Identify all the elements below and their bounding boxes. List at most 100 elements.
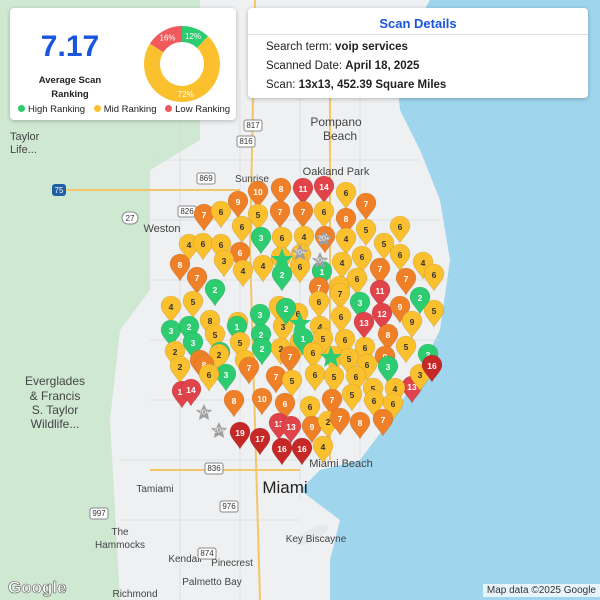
- ranking-pin[interactable]: 13: [280, 415, 302, 444]
- ranking-pin[interactable]: 4: [335, 227, 357, 256]
- ranking-pin[interactable]: 6: [271, 226, 293, 255]
- ranking-pin[interactable]: 4: [232, 259, 254, 288]
- ranking-pin[interactable]: 8: [349, 411, 371, 440]
- ranking-pin[interactable]: 6: [302, 341, 324, 370]
- ranking-pin[interactable]: 16: [271, 437, 293, 466]
- ranking-pin[interactable]: 6: [308, 290, 330, 319]
- ranking-pin[interactable]: 6: [423, 263, 445, 292]
- ranking-pin[interactable]: 7: [193, 203, 215, 232]
- ranking-pin[interactable]: 5: [341, 383, 363, 412]
- ranking-pin[interactable]: 3: [182, 331, 204, 360]
- ranking-pin[interactable]: 11: [369, 279, 391, 308]
- ranking-pin[interactable]: 6: [346, 267, 368, 296]
- ranking-pin[interactable]: 3: [160, 319, 182, 348]
- ranking-pin[interactable]: 2: [251, 337, 273, 366]
- ranking-pin[interactable]: 8: [377, 323, 399, 352]
- ranking-pin[interactable]: 2: [204, 278, 226, 307]
- pin-marker-icon: [304, 363, 326, 392]
- ranking-pin[interactable]: 5: [355, 218, 377, 247]
- ranking-pin[interactable]: 8: [169, 253, 191, 282]
- ranking-pin[interactable]: 12: [371, 302, 393, 331]
- ranking-pin[interactable]: 6: [299, 395, 321, 424]
- ranking-pin[interactable]: 6: [192, 232, 214, 261]
- ranking-pin[interactable]: 5: [323, 365, 345, 394]
- ranking-pin[interactable]: 9: [401, 310, 423, 339]
- ranking-pin[interactable]: 6: [334, 328, 356, 357]
- ranking-pin[interactable]: 3: [377, 355, 399, 384]
- ranking-pin[interactable]: 4: [252, 254, 274, 283]
- donut-slice-1: [144, 36, 220, 103]
- place-label-miami-beach: Miami Beach: [309, 458, 373, 470]
- pin-rank-label: 17: [255, 434, 265, 444]
- ranking-pin[interactable]: 16: [421, 354, 443, 383]
- ranking-pin[interactable]: 16: [291, 437, 313, 466]
- ranking-pin[interactable]: 7: [321, 388, 343, 417]
- ranking-pin[interactable]: 5: [395, 335, 417, 364]
- ranking-pin[interactable]: 5: [229, 331, 251, 360]
- ranking-pin[interactable]: 10: [247, 180, 269, 209]
- ranking-pin[interactable]: 6: [345, 365, 367, 394]
- ranking-pin[interactable]: 6: [274, 392, 296, 421]
- ranking-pin[interactable]: 8: [223, 389, 245, 418]
- ranking-pin[interactable]: 6: [363, 389, 385, 418]
- ranking-pin[interactable]: 7: [279, 345, 301, 374]
- ranking-pin[interactable]: 6: [335, 181, 357, 210]
- ranking-pin[interactable]: 4: [293, 225, 315, 254]
- ranking-pin[interactable]: 3: [215, 363, 237, 392]
- ranking-pin[interactable]: 7: [369, 257, 391, 286]
- ranking-pin[interactable]: 14: [313, 175, 335, 204]
- ranking-pin[interactable]: 6: [330, 305, 352, 334]
- ranking-pin[interactable]: 10: [251, 387, 273, 416]
- ranking-pin[interactable]: 14: [180, 378, 202, 407]
- ranking-pin[interactable]: 9: [301, 415, 323, 444]
- ranking-pin[interactable]: 6: [313, 200, 335, 229]
- ranking-pin[interactable]: 7: [238, 356, 260, 385]
- ranking-pin[interactable]: 6: [351, 245, 373, 274]
- ranking-pin[interactable]: 4: [160, 295, 182, 324]
- ranking-pin[interactable]: 2: [169, 355, 191, 384]
- ranking-pin[interactable]: 4: [312, 435, 334, 464]
- ranking-pin[interactable]: 3: [249, 303, 271, 332]
- ranking-pin[interactable]: 7: [372, 408, 394, 437]
- ranking-pin[interactable]: 6: [389, 243, 411, 272]
- ranking-pin[interactable]: 6: [198, 363, 220, 392]
- map-attribution[interactable]: Map data ©2025 Google: [482, 584, 600, 597]
- ranking-pin[interactable]: 7: [355, 192, 377, 221]
- ranking-pin[interactable]: 11: [292, 177, 314, 206]
- ranking-pin[interactable]: 6: [231, 215, 253, 244]
- ranking-pin[interactable]: 5: [338, 347, 360, 376]
- pin-rank-label: 4: [321, 442, 326, 452]
- ranking-pin[interactable]: 2: [275, 297, 297, 326]
- ranking-pin[interactable]: 4: [331, 251, 353, 280]
- ranking-pin[interactable]: 7: [186, 266, 208, 295]
- ranking-pin[interactable]: 5: [204, 323, 226, 352]
- ranking-pin[interactable]: 6: [210, 200, 232, 229]
- ranking-pin[interactable]: 7: [292, 200, 314, 229]
- ranking-pin[interactable]: 2: [409, 286, 431, 315]
- ranking-pin[interactable]: 3: [250, 226, 272, 255]
- ranking-pin[interactable]: 7: [329, 282, 351, 311]
- ranking-pin[interactable]: 7: [329, 407, 351, 436]
- ranking-pin[interactable]: 5: [281, 369, 303, 398]
- ranking-pin[interactable]: 3: [213, 249, 235, 278]
- donut-label-1: 72%: [178, 90, 194, 99]
- pin-marker-icon: [321, 388, 343, 417]
- ranking-pin[interactable]: 6: [389, 215, 411, 244]
- pin-rank-label: 7: [202, 210, 207, 220]
- ranking-pin[interactable]: 8: [335, 207, 357, 236]
- ranking-pin[interactable]: 7: [395, 267, 417, 296]
- pin-marker-icon: [169, 355, 191, 384]
- pin-marker-icon: [308, 290, 330, 319]
- ranking-pin[interactable]: 6: [304, 363, 326, 392]
- ranking-pin[interactable]: 5: [182, 290, 204, 319]
- ranking-pin[interactable]: 5: [247, 203, 269, 232]
- ranking-pin[interactable]: 7: [269, 200, 291, 229]
- ranking-pin[interactable]: 13: [353, 311, 375, 340]
- ranking-pin[interactable]: 9: [227, 190, 249, 219]
- ranking-pin[interactable]: 19: [229, 421, 251, 450]
- ranking-pin[interactable]: 8: [270, 177, 292, 206]
- ranking-pin[interactable]: 5: [423, 299, 445, 328]
- ranking-pin[interactable]: 17: [249, 427, 271, 456]
- ranking-pin[interactable]: 3: [349, 291, 371, 320]
